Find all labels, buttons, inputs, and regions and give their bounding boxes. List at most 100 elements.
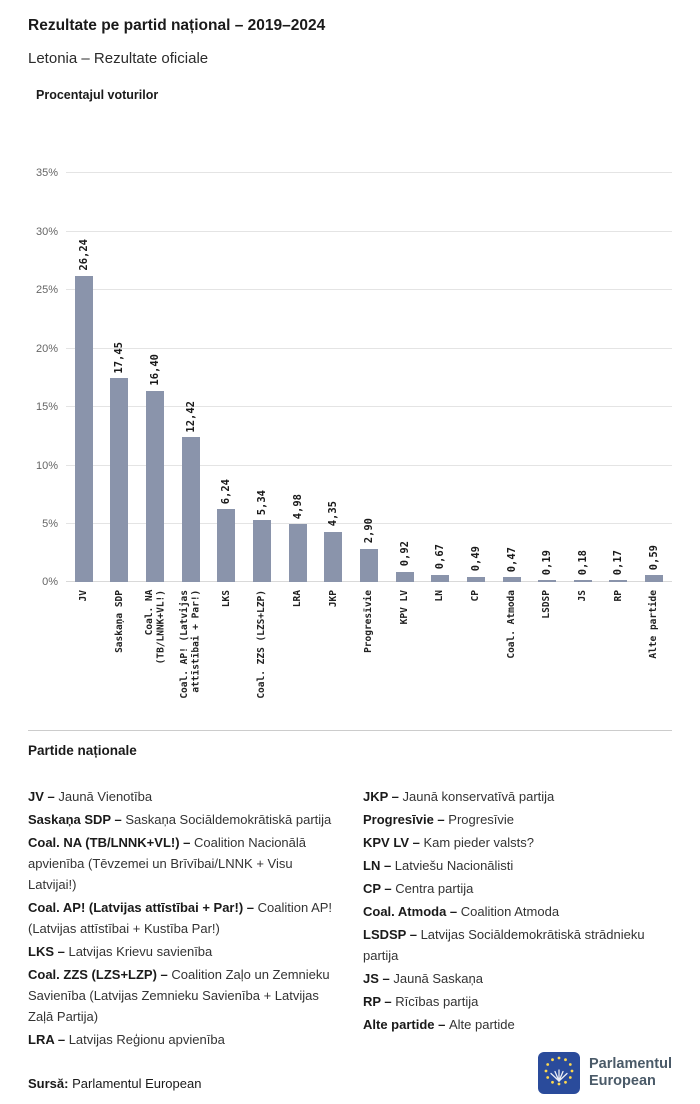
party-abbr: JS –	[363, 970, 394, 986]
x-axis-cell: Coal. NA (TB/LNNK+VL!)	[137, 590, 173, 714]
bar[interactable]	[395, 571, 414, 583]
x-axis-tick-label: JS	[577, 590, 589, 602]
bar-column: 26,24	[66, 173, 102, 583]
x-axis-cell: JKP	[315, 590, 351, 714]
bar-value-label: 12,42	[184, 400, 197, 433]
bar-column: 12,42	[173, 173, 209, 583]
x-axis-cell: Coal. Atmoda	[494, 590, 530, 714]
bar-column: 4,35	[315, 173, 351, 583]
gridline	[66, 347, 672, 349]
bar[interactable]	[466, 576, 485, 583]
bar[interactable]	[431, 574, 450, 583]
hemicycle-rays-icon	[550, 1069, 568, 1082]
bar[interactable]	[217, 509, 236, 583]
bar-column: 0,92	[387, 173, 423, 583]
bar[interactable]	[288, 524, 307, 583]
gridline	[66, 406, 672, 408]
party-name: Coalition Atmoda	[460, 903, 560, 919]
party-legend-item: JKP – Jaunā konservatīvā partija	[363, 786, 672, 807]
bar[interactable]	[253, 519, 272, 583]
bar[interactable]	[146, 390, 165, 583]
bar[interactable]	[538, 580, 557, 583]
y-axis-tick-label: 20%	[35, 342, 58, 355]
bar[interactable]	[110, 378, 129, 583]
party-abbr: Coal. ZZS (LZS+LZP) –	[28, 966, 172, 982]
x-axis-cell: RP	[601, 590, 637, 714]
x-axis-cell: Progresīvie	[351, 590, 387, 714]
party-legend-item: Alte partide – Alte partide	[363, 1014, 672, 1035]
party-legend-item: JS – Jaunā Saskaņa	[363, 968, 672, 989]
party-abbr: LSDSP –	[363, 926, 421, 942]
party-abbr: Progresīvie –	[363, 811, 449, 827]
party-legend-item: LSDSP – Latvijas Sociāldemokrātiskā strā…	[363, 924, 672, 966]
bar-value-label: 0,49	[469, 546, 482, 572]
bar[interactable]	[324, 531, 343, 583]
y-axis-tick-label: 30%	[35, 225, 58, 238]
party-legend-item: Coal. ZZS (LZS+LZP) – Coalition Zaļo un …	[28, 964, 337, 1027]
x-axis-tick-label: CP	[470, 590, 482, 602]
x-axis-tick-label: RP	[612, 590, 624, 602]
x-axis-tick-label: Coal. AP! (Latvijas attīstībai + Par!)	[179, 590, 202, 700]
x-axis-tick-label: JV	[78, 590, 90, 602]
bar-value-label: 0,92	[398, 541, 411, 567]
gridline	[66, 464, 672, 466]
party-name: Latviešu Nacionālisti	[394, 857, 514, 873]
x-axis-tick-label: LRA	[291, 590, 303, 608]
x-axis-cell: Coal. ZZS (LZS+LZP)	[244, 590, 280, 714]
party-abbr: KPV LV –	[363, 834, 424, 850]
european-parliament-logo-icon	[538, 1052, 580, 1094]
party-legend-item: LRA – Latvijas Reģionu apvienība	[28, 1029, 337, 1050]
bar[interactable]	[359, 548, 378, 583]
x-axis-cell: LKS	[209, 590, 245, 714]
party-abbr: CP –	[363, 880, 396, 896]
party-abbr: Alte partide –	[363, 1016, 449, 1032]
party-name: Jaunā konservatīvā partija	[402, 788, 555, 804]
party-abbr: Saskaņa SDP –	[28, 811, 126, 827]
bar[interactable]	[573, 580, 592, 583]
bar-value-label: 4,35	[327, 501, 340, 527]
gridline	[66, 230, 672, 232]
party-name: Jaunā Saskaņa	[393, 970, 483, 986]
party-legend-item: KPV LV – Kam pieder valsts?	[363, 832, 672, 853]
bar[interactable]	[74, 275, 93, 583]
party-legend-item: Coal. Atmoda – Coalition Atmoda	[363, 901, 672, 922]
party-abbr: JKP –	[363, 788, 403, 804]
star-circle-icon	[544, 1056, 574, 1086]
x-axis-tick-label: Alte partide	[648, 590, 660, 660]
party-abbr: RP –	[363, 993, 396, 1009]
bar-column: 6,24	[209, 173, 245, 583]
party-abbr: Coal. NA (TB/LNNK+VL!) –	[28, 834, 194, 850]
bar-column: 0,59	[636, 173, 672, 583]
european-parliament-logo[interactable]: Parlamentul European	[538, 1052, 672, 1094]
source-value: Parlamentul European	[72, 1076, 202, 1091]
bar-value-label: 26,24	[77, 239, 90, 271]
x-axis-tick-label: KPV LV	[398, 590, 410, 625]
wordmark-line-2: European	[589, 1073, 656, 1089]
party-legend: JV – Jaunā Vienotība Saskaņa SDP – Saskaņ…	[28, 786, 672, 1052]
party-legend-item: Coal. AP! (Latvijas attīstībai + Par!) –…	[28, 897, 337, 939]
party-name: Latvijas Sociāldemokrātiskā strādnieku p…	[363, 926, 645, 963]
party-legend-item: LN – Latviešu Nacionālisti	[363, 855, 672, 876]
bar[interactable]	[645, 575, 664, 583]
source-line: Sursă: Parlamentul European	[28, 1076, 201, 1091]
x-axis-tick-label: Coal. Atmoda	[505, 590, 517, 660]
party-name: Coalition Zaļo un Zemnieku Savienība (La…	[28, 966, 330, 1024]
bar[interactable]	[502, 576, 521, 583]
y-axis-tick-label: 5%	[42, 517, 58, 530]
x-axis-tick-label: JKP	[327, 590, 339, 608]
party-legend-item: CP – Centra partija	[363, 878, 672, 899]
x-axis-cell: Alte partide	[636, 590, 672, 714]
bar-value-label: 5,34	[256, 489, 269, 515]
x-axis-cell: LN	[422, 590, 458, 714]
bar[interactable]	[609, 580, 628, 583]
x-axis-cell: KPV LV	[387, 590, 423, 714]
bar-column: 0,19	[529, 173, 565, 583]
party-legend-column-left: JV – Jaunā Vienotība Saskaņa SDP – Saskaņ…	[28, 786, 337, 1052]
bar-value-label: 0,59	[648, 545, 661, 571]
bar[interactable]	[181, 437, 200, 583]
x-axis-tick-label: Progresīvie	[363, 590, 375, 654]
bar-value-label: 0,18	[576, 549, 589, 576]
bar-column: 4,98	[280, 173, 316, 583]
x-axis-cell: LRA	[280, 590, 316, 714]
bar-column: 2,90	[351, 173, 387, 583]
